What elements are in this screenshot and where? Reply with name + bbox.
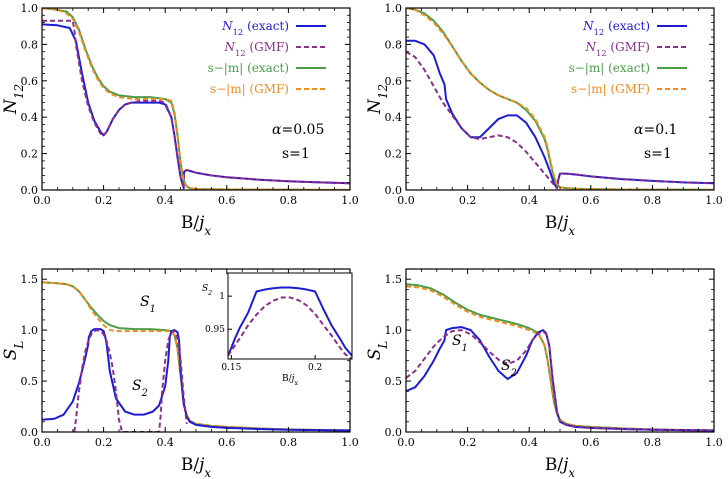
top-right-frame (405, 7, 715, 191)
bottom-right-ytick-label: 0.5 (385, 375, 403, 388)
top-right-xtick-label: 0.8 (644, 194, 662, 207)
bottom-right-series-3-line (406, 329, 714, 432)
bottom-right-series-1-line (406, 285, 714, 432)
bottom-left-xlabel: B/jx (181, 455, 212, 479)
top-right-xtick-label: 0.6 (582, 194, 600, 207)
top-left-series-3-line (42, 8, 350, 190)
top-left-legend-label-3: s−|m| (GMF) (210, 82, 289, 96)
top-right-series-0-line (406, 39, 714, 190)
top-left-xlabel: B/jx (181, 213, 212, 238)
top-right-legend-label-0: N12 (exact) (582, 19, 650, 37)
top-right-annotation-1: s=1 (644, 146, 672, 162)
inset-series-0-line (228, 286, 352, 357)
inset: 0.15 0.2 0.95 1 B/jx S2 (202, 272, 353, 387)
bottom-left-xtick-label: 0.8 (280, 436, 298, 449)
top-left-legend-label-1: N12 (GMF) (223, 40, 289, 58)
top-left-annotation-0: α=0.05 (272, 122, 324, 138)
bottom-right-xtick-label: 0.2 (459, 436, 477, 449)
bottom-right-annotation-1: S2 (501, 358, 517, 379)
bottom-left-xtick-label: 0.2 (95, 436, 113, 449)
bottom-right-xtick-label: 0.0 (397, 436, 415, 449)
bottom-right-ylabel: SL (365, 341, 390, 361)
bottom-left-series-1-line (42, 281, 350, 432)
top-left-ytick-label: 0.2 (21, 148, 39, 161)
top-left-ytick-label: 0.8 (21, 38, 39, 51)
panel-bottom-left: 0.0 0.2 0.4 0.6 0.8 1.0 0.0 0.5 1.0 1.5 B/jx SL S1 S2… (1, 268, 359, 479)
bottom-right-series-2-line (406, 326, 714, 432)
top-right-series-2-line (406, 8, 714, 190)
inset-xtick-label: 0.15 (221, 363, 241, 373)
top-right-legend-label-1: N12 (GMF) (584, 40, 650, 58)
top-right-series-1-line (406, 50, 714, 190)
inset-ytick-label: 0.95 (205, 325, 225, 335)
bottom-right-xtick-label: 1.0 (705, 436, 723, 449)
bottom-left-xtick-label: 0.0 (33, 436, 51, 449)
bottom-right-xtick-label: 0.8 (644, 436, 662, 449)
top-left-xtick-label: 0.4 (156, 194, 174, 207)
bottom-left-series-3-line (73, 329, 188, 432)
bottom-right-ytick-label: 1.0 (385, 324, 403, 337)
top-left-series-1-line (42, 19, 350, 190)
inset-xtick-label: 0.2 (308, 363, 322, 373)
bottom-left-xtick-label: 1.0 (341, 436, 359, 449)
top-right-annotation-0: α=0.1 (634, 122, 677, 138)
bottom-left-ytick-label: 0.0 (21, 426, 39, 439)
panel-top-right: 0.0 0.2 0.4 0.6 0.8 1.0 0.0 0.2 0.4 0.6 0.8 1.0 B/jx… (365, 2, 723, 238)
inset-xlabel: B/jx (282, 374, 298, 387)
inset-ylabel: S2 (202, 284, 212, 297)
top-left-xtick-label: 1.0 (341, 194, 359, 207)
bottom-right-ytick-label: 1.5 (385, 273, 403, 286)
bottom-right-series-0-line (406, 283, 714, 432)
top-left-legend-label-2: s−|m| (exact) (208, 61, 289, 75)
top-left-xtick-label: 0.6 (218, 194, 236, 207)
bottom-left-annotation-0: S1 (140, 294, 156, 315)
top-right-xtick-label: 0.4 (520, 194, 538, 207)
bottom-left-xtick-label: 0.6 (218, 436, 236, 449)
top-left-legend-label-0: N12 (exact) (221, 19, 289, 37)
bottom-left-annotation-1: S2 (132, 378, 148, 399)
top-right-ytick-label: 0.2 (385, 148, 403, 161)
bottom-left-ylabel: SL (1, 341, 26, 361)
top-left-xtick-label: 0.0 (33, 194, 51, 207)
top-right-ytick-label: 0.4 (385, 111, 403, 124)
top-left-ytick-label: 0.6 (21, 75, 39, 88)
top-right-xtick-label: 0.0 (397, 194, 415, 207)
top-left-ytick-label: 0.4 (21, 111, 39, 124)
top-left-annotation-1: s=1 (282, 146, 310, 162)
top-right-ytick-label: 1.0 (385, 2, 403, 15)
bottom-left-ytick-label: 0.5 (21, 375, 39, 388)
bottom-right-xtick-label: 0.6 (582, 436, 600, 449)
top-right-ytick-label: 0.0 (385, 184, 403, 197)
top-right-legend-label-2: s−|m| (exact) (569, 61, 650, 75)
inset-series-1-line (228, 296, 352, 359)
top-right-series-3-line (406, 8, 714, 190)
top-left-series-0-line (42, 23, 350, 190)
top-right-xlabel: B/jx (545, 213, 576, 238)
top-right-ytick-label: 0.6 (385, 75, 403, 88)
bottom-right-annotation-0: S1 (452, 333, 468, 354)
bottom-left-xtick-label: 0.4 (156, 436, 174, 449)
top-left-ytick-label: 0.0 (21, 184, 39, 197)
bottom-right-frame (405, 268, 715, 433)
bottom-left-ytick-label: 1.5 (21, 273, 39, 286)
top-left-ylabel: N12 (1, 84, 26, 115)
top-left-xtick-label: 0.2 (95, 194, 113, 207)
inset-ytick-label: 1 (219, 292, 225, 302)
bottom-right-ytick-label: 0.0 (385, 426, 403, 439)
top-right-xtick-label: 0.2 (459, 194, 477, 207)
top-right-ylabel: N12 (365, 84, 390, 115)
top-right-ytick-label: 0.8 (385, 38, 403, 51)
bottom-right-xlabel: B/jx (545, 455, 576, 479)
panel-top-left: 0.0 0.2 0.4 0.6 0.8 1.0 0.0 0.2 0.4 0.6 0.8 1.0 B/jx… (1, 2, 359, 238)
top-left-xtick-label: 0.8 (280, 194, 298, 207)
panel-bottom-right: 0.0 0.2 0.4 0.6 0.8 1.0 0.0 0.5 1.0 1.5 B/jx SL S1 S2 (365, 268, 723, 479)
bottom-right-xtick-label: 0.4 (520, 436, 538, 449)
inset-frame (227, 272, 353, 360)
bottom-left-ytick-label: 1.0 (21, 324, 39, 337)
top-right-xtick-label: 1.0 (705, 194, 723, 207)
top-right-legend-label-3: s−|m| (GMF) (571, 82, 650, 96)
top-left-ytick-label: 1.0 (21, 2, 39, 15)
